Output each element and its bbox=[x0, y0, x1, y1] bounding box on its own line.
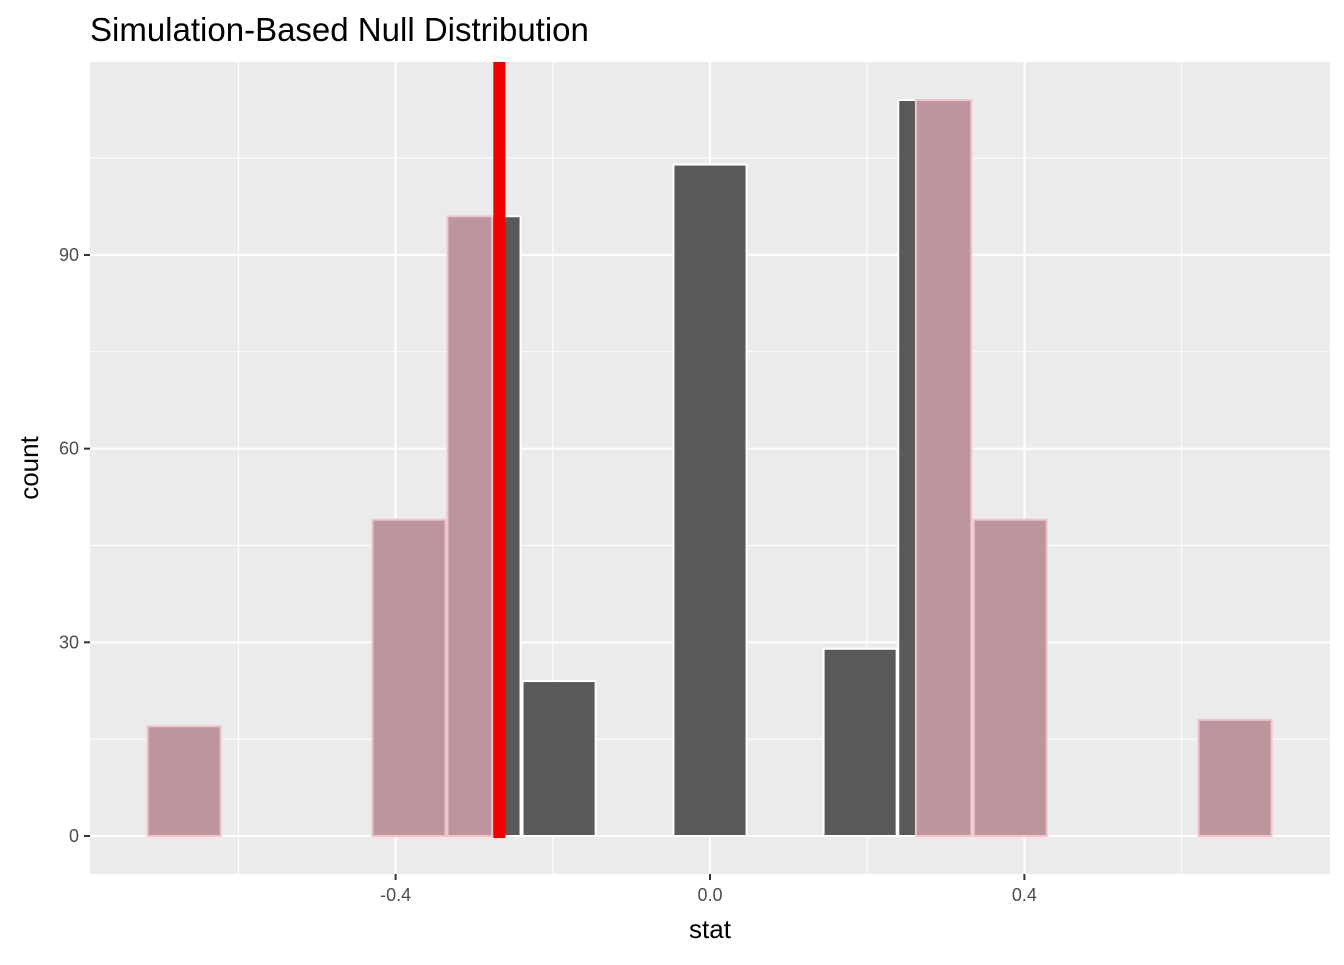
bars bbox=[146, 99, 1273, 838]
observed-stat-layer bbox=[493, 62, 506, 838]
shaded-region bbox=[1197, 718, 1273, 837]
x-tick-label: -0.4 bbox=[380, 885, 411, 905]
observed-stat-line bbox=[493, 62, 506, 838]
histogram-bar bbox=[521, 680, 597, 838]
y-axis-label: count bbox=[14, 435, 44, 499]
shaded-region bbox=[371, 518, 447, 837]
shaded-region bbox=[446, 215, 494, 837]
shaded-region bbox=[146, 725, 222, 837]
histogram-bar bbox=[672, 163, 748, 838]
x-tick-label: 0.0 bbox=[697, 885, 722, 905]
shaded-region bbox=[914, 99, 973, 838]
y-tick-label: 60 bbox=[59, 439, 79, 459]
y-tick-label: 0 bbox=[69, 826, 79, 846]
x-tick-label: 0.4 bbox=[1012, 885, 1037, 905]
chart-title: Simulation-Based Null Distribution bbox=[90, 11, 589, 48]
shaded-region bbox=[972, 518, 1048, 837]
x-axis-label: stat bbox=[689, 914, 732, 944]
histogram-bar bbox=[822, 647, 898, 837]
y-tick-label: 30 bbox=[59, 632, 79, 652]
y-tick-label: 90 bbox=[59, 245, 79, 265]
axes: -0.4 0.0 0.4 0 30 60 90 bbox=[59, 245, 1037, 905]
